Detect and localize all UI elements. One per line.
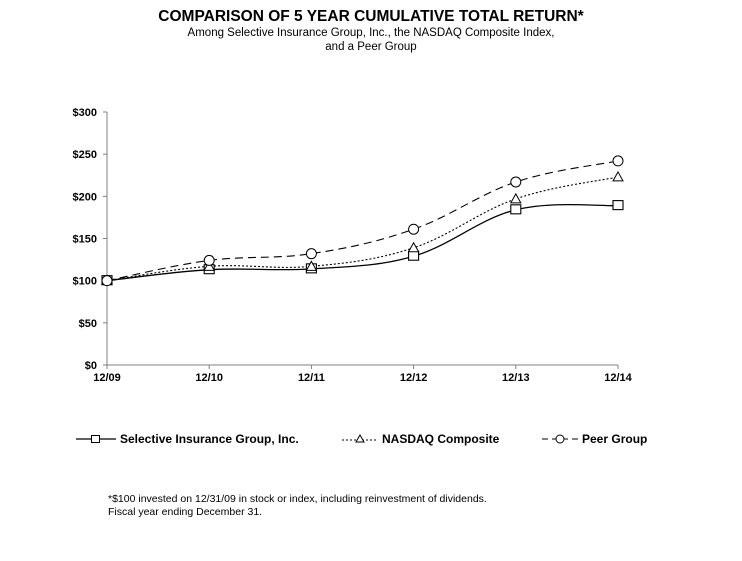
marker-triangle [612,170,624,182]
footnote-1: *$100 invested on 12/31/09 in stock or i… [108,493,487,505]
legend-label-selective: Selective Insurance Group, Inc. [120,432,299,446]
legend-item-selective: Selective Insurance Group, Inc. [76,432,299,446]
marker-circle [203,254,215,266]
x-tick-label: 12/14 [604,372,632,384]
tick-labels: $0 $50 $100 $150 $200 $250 $300 12/09 12/10 12/11… [73,107,633,384]
x-tick-label: 12/10 [195,372,223,384]
marker-square [510,204,522,215]
y-tick-label: $300 [73,107,97,119]
marker-circle [101,275,113,287]
y-tick-label: $250 [73,149,97,161]
chart-title: COMPARISON OF 5 YEAR CUMULATIVE TOTAL RE… [158,8,584,25]
marker-circle [305,248,317,260]
chart-subtitle-line-1: Among Selective Insurance Group, Inc., t… [187,27,555,39]
y-tick-label: $0 [85,360,97,372]
marker-square [408,250,420,261]
y-tick-label: $200 [73,191,97,203]
y-tick-label: $50 [79,318,97,330]
legend-item-peer: Peer Group [542,432,647,446]
legend-label-nasdaq: NASDAQ Composite [382,432,500,446]
series-line-1 [106,203,619,282]
legend-circle-line-icon [542,434,578,444]
footnote-2: Fiscal year ending December 31. [108,506,263,518]
chart-subtitle-line-2: and a Peer Group [325,41,417,53]
series-markers [101,155,624,287]
x-tick-label: 12/11 [298,372,325,384]
marker-circle [510,176,522,188]
marker-triangle [305,260,318,271]
marker-triangle [509,192,522,204]
x-tick-label: 12/09 [93,372,121,384]
axes [103,111,619,369]
legend-label-peer: Peer Group [582,432,648,446]
series-line-2 [106,176,619,282]
marker-circle [612,155,624,167]
y-tick-label: $100 [73,276,97,288]
legend-item-nasdaq: NASDAQ Composite [342,432,499,446]
legend-square-line-icon [76,435,116,443]
series-line-3 [106,160,619,282]
x-tick-label: 12/13 [502,372,530,384]
legend-triangle-line-icon [342,433,378,443]
series-lines [106,160,619,282]
marker-circle [408,223,420,235]
x-tick-label: 12/12 [400,372,428,384]
y-tick-label: $150 [73,234,97,246]
marker-triangle [407,241,420,253]
marker-square [612,200,624,211]
